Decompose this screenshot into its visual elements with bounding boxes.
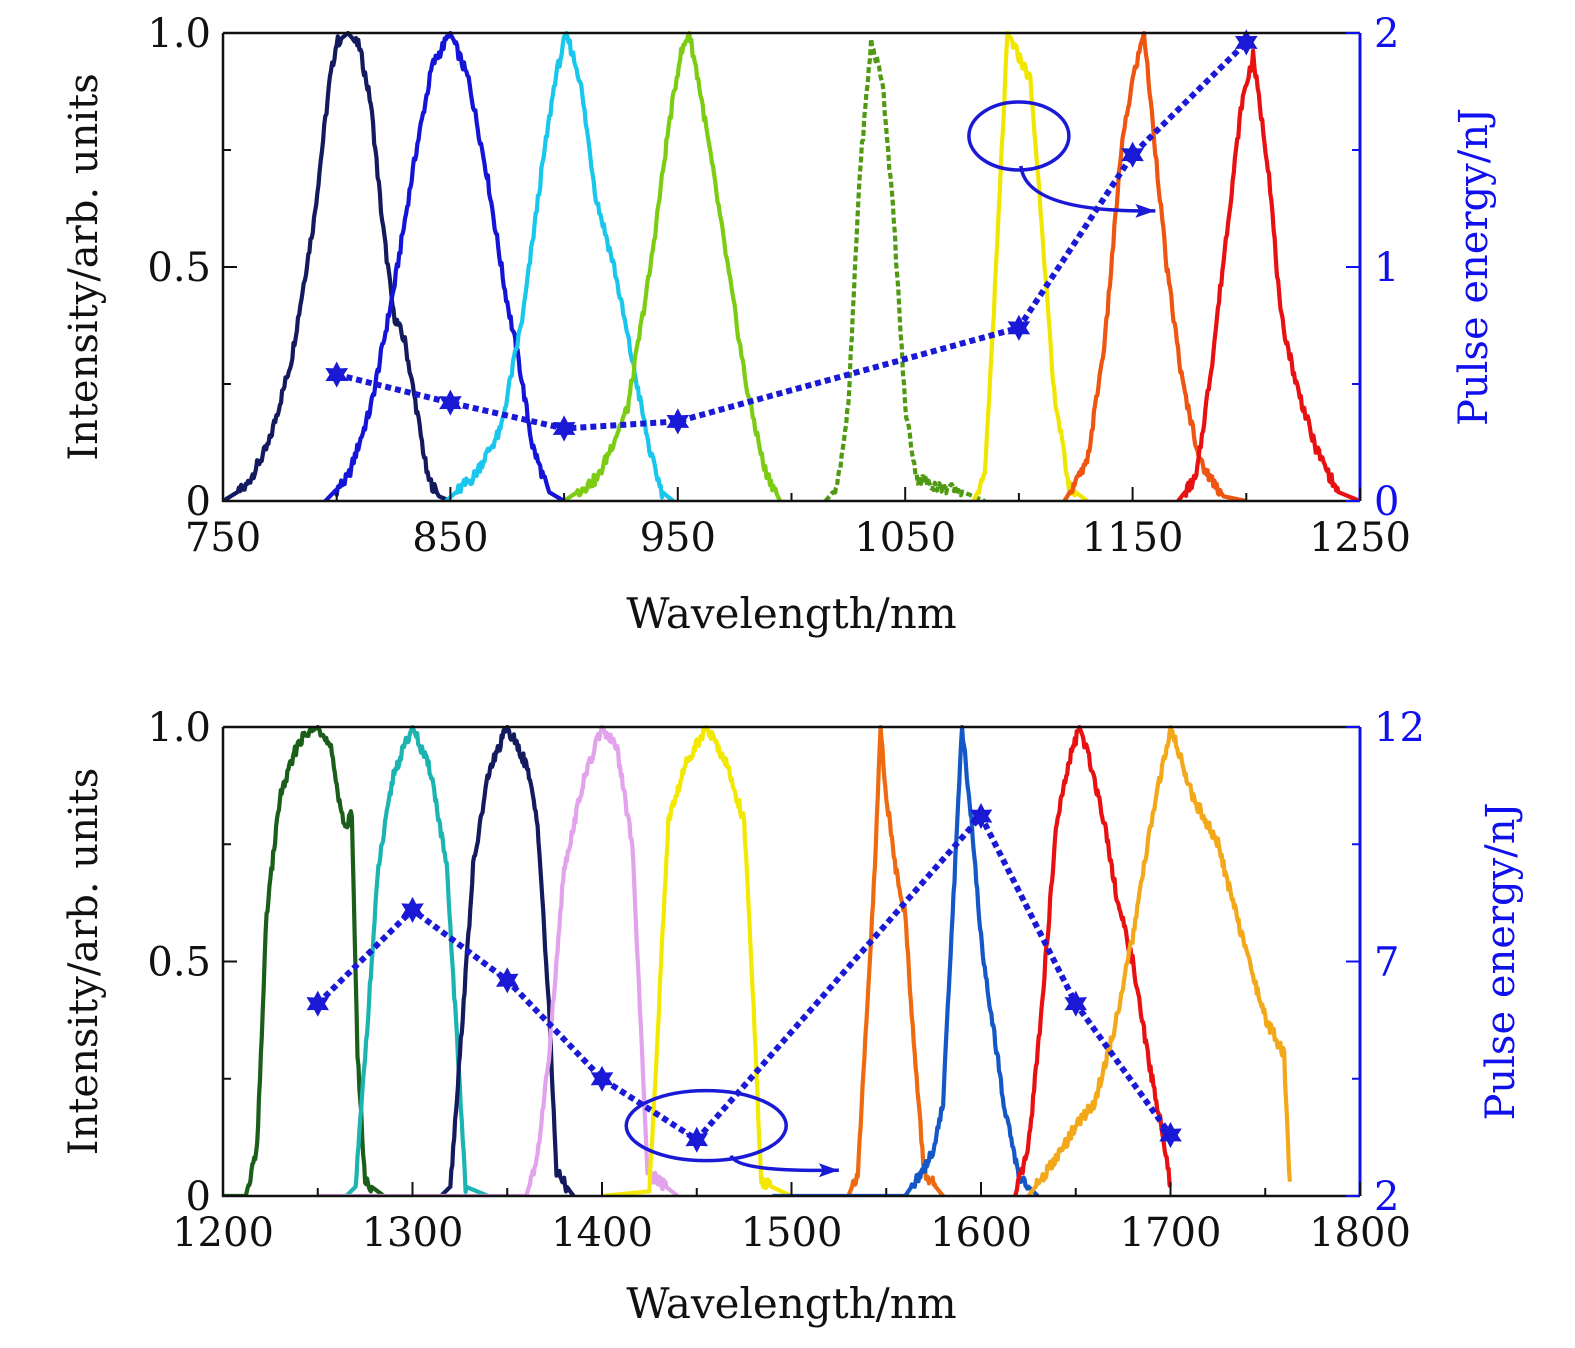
bottom-pulse-energy-marker [401, 896, 424, 923]
top-y2-tick-label: 1 [1374, 245, 1399, 291]
bottom-pulse-energy-line [315, 810, 1173, 1144]
bottom-x-tick-label: 1700 [1120, 1210, 1222, 1256]
top-spectrum-1035-line [823, 36, 986, 501]
top-x-tick-label: 1250 [1309, 515, 1411, 561]
bottom-y2-tick-label: 7 [1374, 940, 1399, 986]
top-y2-tick-label: 2 [1374, 11, 1399, 57]
bottom-pulse-energy-marker [1064, 990, 1088, 1017]
bottom-spectrum-1300-line [344, 725, 490, 1196]
bottom-spectrum-1548-line [846, 725, 945, 1196]
top-spectrum-800-line [223, 31, 452, 501]
bottom-annotation-circle [624, 1088, 788, 1163]
bottom-x-tick-label: 1600 [930, 1210, 1032, 1256]
bottom-pulse-energy-marker [1159, 1121, 1182, 1149]
bottom-y-axis-label: Intensity/arb. units [61, 768, 107, 1155]
bottom-pulse-energy-marker [969, 803, 993, 830]
bottom-y-tick-label: 0 [186, 1174, 211, 1220]
top-y-tick-label: 0 [186, 479, 211, 525]
bottom-annotation [624, 1088, 839, 1178]
bottom-y2-tick-label: 12 [1374, 705, 1425, 751]
bottom-x-axis-label: Wavelength/nm [626, 1279, 956, 1328]
top-annotation-circle [967, 100, 1071, 172]
top-annotation [967, 100, 1156, 218]
top-spectrum-1155-line [1062, 31, 1248, 501]
top-y2-tick-label: 0 [1374, 479, 1399, 525]
top-x-tick-label: 950 [640, 515, 716, 561]
bottom-y2-axis-label: Pulse energy/nJ [1478, 802, 1524, 1120]
bottom-x-tick-label: 1500 [741, 1210, 843, 1256]
top-x-tick-label: 750 [185, 515, 261, 561]
bottom-x-tick-label: 1400 [551, 1210, 653, 1256]
top-energy-series [325, 29, 1258, 442]
bottom-x-tick-label: 1800 [1309, 1210, 1411, 1256]
bottom-spectrum-1700-line [1026, 725, 1292, 1196]
top-spectrum-955-line [562, 31, 782, 501]
bottom-axes-frame [221, 725, 1360, 1198]
bottom-spectrum-1590-line [771, 725, 1040, 1196]
top-x-axis-label: Wavelength/nm [626, 589, 956, 638]
bottom-pulse-energy-marker [306, 990, 330, 1017]
bottom-axes: 1200 1300 1400 1500 1600 1700 1800 0 0.5 1.0 2 7 12 [147, 705, 1425, 1256]
bottom-y-tick-label: 1.0 [147, 705, 211, 751]
bottom-spectrum-1400-line [316, 725, 680, 1196]
top-x-tick-label: 850 [412, 515, 488, 561]
top-pulse-energy-marker [439, 389, 462, 416]
top-spectrum-1200-line [1176, 48, 1360, 501]
bottom-spectrum-1250-line [223, 725, 386, 1196]
top-pulse-energy-marker [552, 415, 576, 442]
bottom-spectrum-1455-line [600, 725, 793, 1196]
bottom-annotation-arrowhead [818, 1163, 839, 1178]
top-y-tick-label: 0.5 [147, 245, 211, 291]
top-pulse-energy-marker [1121, 141, 1144, 168]
bottom-panel: 1200 1300 1400 1500 1600 1700 180000.51.02712 … [61, 705, 1524, 1328]
bottom-spectrum-1650-line [1013, 725, 1173, 1196]
bottom-annotation-arrow [729, 1154, 839, 1173]
bottom-x-tick-label: 1300 [362, 1210, 464, 1256]
top-annotation-arrowhead [1135, 203, 1156, 218]
top-pulse-energy-marker [325, 361, 349, 388]
top-pulse-energy-marker [1234, 29, 1258, 56]
top-spectrum-850-line [323, 31, 566, 501]
top-y-axis-label: Intensity/arb. units [61, 73, 107, 460]
top-y-tick-label: 1.0 [147, 11, 211, 57]
bottom-x-tick-label: 1200 [172, 1210, 274, 1256]
top-annotation-arrow [1019, 165, 1156, 213]
top-axes-frame [221, 31, 1360, 503]
top-spectra-group [223, 31, 1360, 501]
bottom-energy-series [306, 803, 1182, 1153]
top-x-tick-label: 1150 [1082, 515, 1184, 561]
bottom-pulse-energy-marker [685, 1126, 709, 1153]
top-y2-axis-label: Pulse energy/nJ [1451, 108, 1497, 426]
top-x-tick-label: 1050 [854, 515, 956, 561]
bottom-pulse-energy-marker [590, 1065, 614, 1092]
bottom-y-tick-label: 0.5 [147, 940, 211, 986]
bottom-y2-tick-label: 2 [1374, 1174, 1399, 1220]
bottom-spectra-group [223, 725, 1292, 1196]
bottom-pulse-energy-marker [495, 967, 519, 994]
top-pulse-energy-marker [666, 408, 690, 435]
top-pulse-energy-marker [1007, 314, 1031, 341]
